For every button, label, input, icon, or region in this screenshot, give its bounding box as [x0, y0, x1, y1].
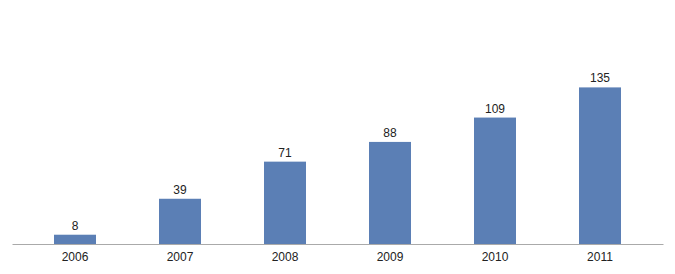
- x-tick-label: 2006: [62, 250, 89, 264]
- bars: [54, 87, 621, 244]
- data-label: 8: [72, 219, 79, 233]
- bar: [54, 235, 96, 244]
- x-tick: 2010: [482, 250, 509, 264]
- x-tick: 2006: [62, 250, 89, 264]
- data-label: 39: [173, 183, 187, 197]
- chart: 8 39 71 88 109 135 2006 2007 2008 2009 2010 2011: [0, 0, 675, 274]
- x-tick-label: 2011: [587, 250, 613, 264]
- bar: [474, 118, 516, 244]
- x-axis-line: [13, 244, 664, 245]
- x-tick: 2008: [272, 250, 299, 264]
- x-tick-label: 2010: [482, 250, 509, 264]
- x-axis: 2006 2007 2008 2009 2010 2011: [13, 245, 664, 264]
- x-tick: 2011: [587, 250, 613, 264]
- x-tick-label: 2007: [167, 250, 194, 264]
- x-tick-label: 2008: [272, 250, 299, 264]
- x-tick: 2009: [377, 250, 404, 264]
- data-label: 88: [383, 126, 397, 140]
- bar: [369, 142, 411, 244]
- x-tick-label: 2009: [377, 250, 404, 264]
- bar: [579, 87, 621, 244]
- x-tick: 2007: [167, 250, 194, 264]
- plot: 8 39 71 88 109 135 2006 2007 2008 2009 2010 2011: [13, 71, 664, 263]
- data-label: 109: [485, 102, 505, 116]
- data-label: 135: [590, 71, 610, 85]
- bar: [159, 199, 201, 244]
- data-labels: 8 39 71 88 109 135: [72, 71, 611, 232]
- bar: [264, 162, 306, 244]
- data-label: 71: [278, 146, 292, 160]
